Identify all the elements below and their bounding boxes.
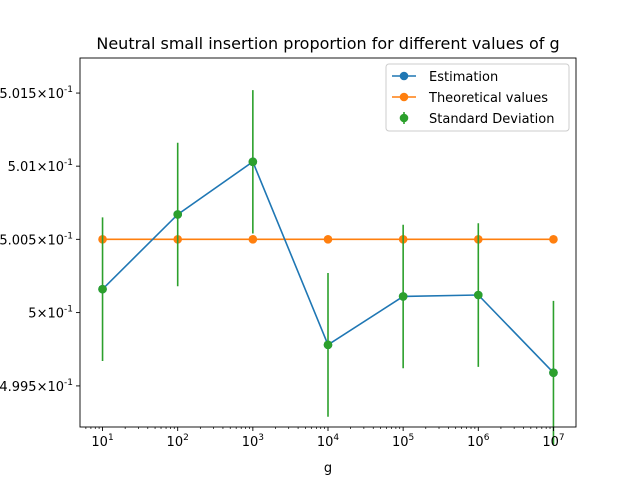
y-tick-label: 5.01×10-1 bbox=[8, 158, 73, 175]
point-standard-deviation bbox=[248, 157, 258, 167]
axes: 101 102 103 104 105 106 107 4.995×10-1 5×10-1 5.0… bbox=[0, 57, 577, 450]
point-theoretical bbox=[248, 235, 258, 244]
point-theoretical bbox=[549, 235, 558, 244]
legend-box bbox=[385, 63, 570, 132]
point-standard-deviation bbox=[323, 340, 333, 350]
y-tick-label: 5.005×10-1 bbox=[0, 231, 73, 248]
x-axis-label: g bbox=[324, 461, 332, 476]
legend-label: Estimation bbox=[429, 70, 498, 85]
point-standard-deviation bbox=[474, 290, 483, 300]
x-tick-label: 107 bbox=[542, 433, 564, 450]
y-tick-label: 5×10-1 bbox=[28, 305, 73, 322]
point-standard-deviation bbox=[98, 284, 107, 294]
legend-marker bbox=[399, 71, 409, 81]
plot-area bbox=[98, 90, 558, 445]
x-tick-label: 101 bbox=[91, 433, 113, 450]
legend-marker bbox=[399, 92, 409, 102]
x-tick-label: 105 bbox=[392, 433, 414, 450]
y-tick-label: 5.015×10-1 bbox=[0, 85, 73, 102]
point-standard-deviation bbox=[173, 210, 182, 219]
legend-marker bbox=[399, 113, 409, 123]
x-tick-label: 106 bbox=[467, 433, 490, 450]
x-tick-label: 102 bbox=[167, 433, 189, 450]
chart-title: Neutral small insertion proportion for d… bbox=[96, 34, 559, 53]
x-tick-label: 103 bbox=[242, 433, 264, 450]
y-tick-label: 4.995×10-1 bbox=[0, 378, 73, 395]
point-theoretical bbox=[323, 235, 333, 244]
x-tick-label: 104 bbox=[317, 433, 340, 450]
legend: Estimation Theoretical values Standard Dev… bbox=[385, 63, 570, 132]
point-standard-deviation bbox=[549, 368, 558, 378]
legend-label: Theoretical values bbox=[428, 91, 548, 106]
legend-label: Standard Deviation bbox=[429, 112, 554, 127]
point-standard-deviation bbox=[398, 292, 408, 301]
